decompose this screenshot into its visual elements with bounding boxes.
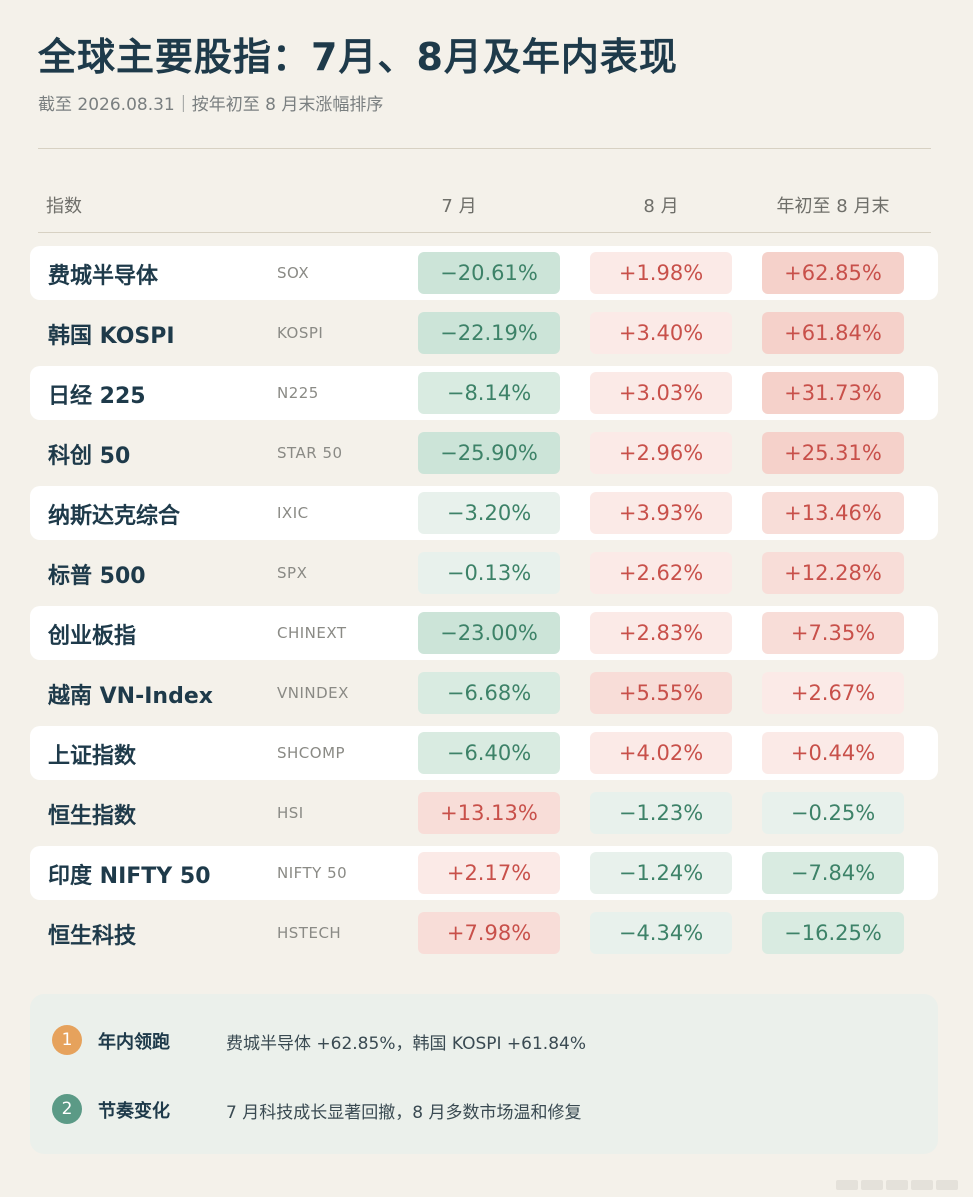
number-badge-2: 2 [52, 1094, 82, 1124]
aug-change-cell: +3.40% [590, 312, 732, 354]
aug-change-cell: +2.83% [590, 612, 732, 654]
jul-change-cell: +2.17% [418, 852, 560, 894]
index-code: CHINEXT [277, 624, 347, 642]
aug-change-cell: +3.03% [590, 372, 732, 414]
index-name: 费城半导体 [48, 264, 159, 289]
top-divider [38, 148, 931, 149]
number-badge-1: 1 [52, 1025, 82, 1055]
aug-change-cell: −1.23% [590, 792, 732, 834]
table-row: 上证指数 SHCOMP −6.40% +4.02% +0.44% [30, 726, 938, 780]
index-code: SPX [277, 564, 308, 582]
jul-change-cell: −6.68% [418, 672, 560, 714]
ytd-change-cell: +7.35% [762, 612, 904, 654]
column-header-index: 指数 [46, 196, 82, 217]
jul-change-cell: −8.14% [418, 372, 560, 414]
ytd-change-cell: +0.44% [762, 732, 904, 774]
jul-change-cell: +13.13% [418, 792, 560, 834]
table-row: 恒生科技 HSTECH +7.98% −4.34% −16.25% [30, 906, 938, 960]
ytd-change-cell: +12.28% [762, 552, 904, 594]
aug-change-cell: +4.02% [590, 732, 732, 774]
table-row: 纳斯达克综合 IXIC −3.20% +3.93% +13.46% [30, 486, 938, 540]
summary-panel: 1 年内领跑 费城半导体 +62.85%，韩国 KOSPI +61.84% 2 … [30, 994, 938, 1154]
table-row: 标普 500 SPX −0.13% +2.62% +12.28% [30, 546, 938, 600]
aug-change-cell: −4.34% [590, 912, 732, 954]
index-name: 标普 500 [48, 564, 146, 589]
index-name: 印度 NIFTY 50 [48, 864, 211, 889]
ytd-change-cell: −0.25% [762, 792, 904, 834]
index-code: IXIC [277, 504, 309, 522]
table-row: 科创 50 STAR 50 −25.90% +2.96% +25.31% [30, 426, 938, 480]
index-name: 上证指数 [48, 744, 137, 769]
aug-change-cell: +3.93% [590, 492, 732, 534]
index-name: 日经 225 [48, 384, 146, 409]
column-header-aug: 8 月 [643, 196, 679, 217]
table-row: 费城半导体 SOX −20.61% +1.98% +62.85% [30, 246, 938, 300]
page-subtitle: 截至 2026.08.31｜按年初至 8 月末涨幅排序 [38, 95, 384, 115]
index-code: NIFTY 50 [277, 864, 348, 882]
jul-change-cell: −3.20% [418, 492, 560, 534]
jul-change-cell: −25.90% [418, 432, 560, 474]
index-code: N225 [277, 384, 319, 402]
ytd-change-cell: +2.67% [762, 672, 904, 714]
aug-change-cell: +5.55% [590, 672, 732, 714]
table-row: 日经 225 N225 −8.14% +3.03% +31.73% [30, 366, 938, 420]
ytd-change-cell: +31.73% [762, 372, 904, 414]
index-name: 创业板指 [48, 624, 137, 649]
jul-change-cell: −20.61% [418, 252, 560, 294]
summary-title: 节奏变化 [98, 1101, 170, 1122]
summary-text: 费城半导体 +62.85%，韩国 KOSPI +61.84% [226, 1034, 586, 1054]
index-code: VNINDEX [277, 684, 349, 702]
index-code: HSTECH [277, 924, 342, 942]
table-row: 越南 VN-Index VNINDEX −6.68% +5.55% +2.67% [30, 666, 938, 720]
table-row: 恒生指数 HSI +13.13% −1.23% −0.25% [30, 786, 938, 840]
ytd-change-cell: +25.31% [762, 432, 904, 474]
jul-change-cell: −6.40% [418, 732, 560, 774]
table-row: 印度 NIFTY 50 NIFTY 50 +2.17% −1.24% −7.84% [30, 846, 938, 900]
index-code: SHCOMP [277, 744, 346, 762]
header-divider [38, 232, 931, 233]
jul-change-cell: −0.13% [418, 552, 560, 594]
page-title: 全球主要股指：7月、8月及年内表现 [38, 35, 678, 79]
index-code: STAR 50 [277, 444, 343, 462]
index-name: 科创 50 [48, 444, 131, 469]
summary-item-leaders: 1 年内领跑 费城半导体 +62.85%，韩国 KOSPI +61.84% [52, 1025, 912, 1055]
table-row: 韩国 KOSPI KOSPI −22.19% +3.40% +61.84% [30, 306, 938, 360]
jul-change-cell: −22.19% [418, 312, 560, 354]
ytd-change-cell: +61.84% [762, 312, 904, 354]
index-code: HSI [277, 804, 304, 822]
index-name: 韩国 KOSPI [48, 324, 175, 349]
ytd-change-cell: −16.25% [762, 912, 904, 954]
jul-change-cell: +7.98% [418, 912, 560, 954]
index-code: KOSPI [277, 324, 324, 342]
table-row: 创业板指 CHINEXT −23.00% +2.83% +7.35% [30, 606, 938, 660]
aug-change-cell: +2.62% [590, 552, 732, 594]
summary-title: 年内领跑 [98, 1032, 170, 1053]
jul-change-cell: −23.00% [418, 612, 560, 654]
index-name: 恒生指数 [48, 804, 137, 829]
index-name: 纳斯达克综合 [48, 504, 181, 529]
aug-change-cell: +2.96% [590, 432, 732, 474]
summary-item-rhythm: 2 节奏变化 7 月科技成长显著回撤，8 月多数市场温和修复 [52, 1094, 912, 1124]
aug-change-cell: +1.98% [590, 252, 732, 294]
column-header-jul: 7 月 [441, 196, 477, 217]
ytd-change-cell: −7.84% [762, 852, 904, 894]
index-name: 越南 VN-Index [48, 684, 213, 709]
ytd-change-cell: +13.46% [762, 492, 904, 534]
ytd-change-cell: +62.85% [762, 252, 904, 294]
index-name: 恒生科技 [48, 924, 137, 949]
index-code: SOX [277, 264, 310, 282]
watermark-logo [833, 1175, 963, 1190]
column-header-ytd: 年初至 8 月末 [776, 196, 890, 217]
summary-text: 7 月科技成长显著回撤，8 月多数市场温和修复 [226, 1103, 582, 1123]
aug-change-cell: −1.24% [590, 852, 732, 894]
